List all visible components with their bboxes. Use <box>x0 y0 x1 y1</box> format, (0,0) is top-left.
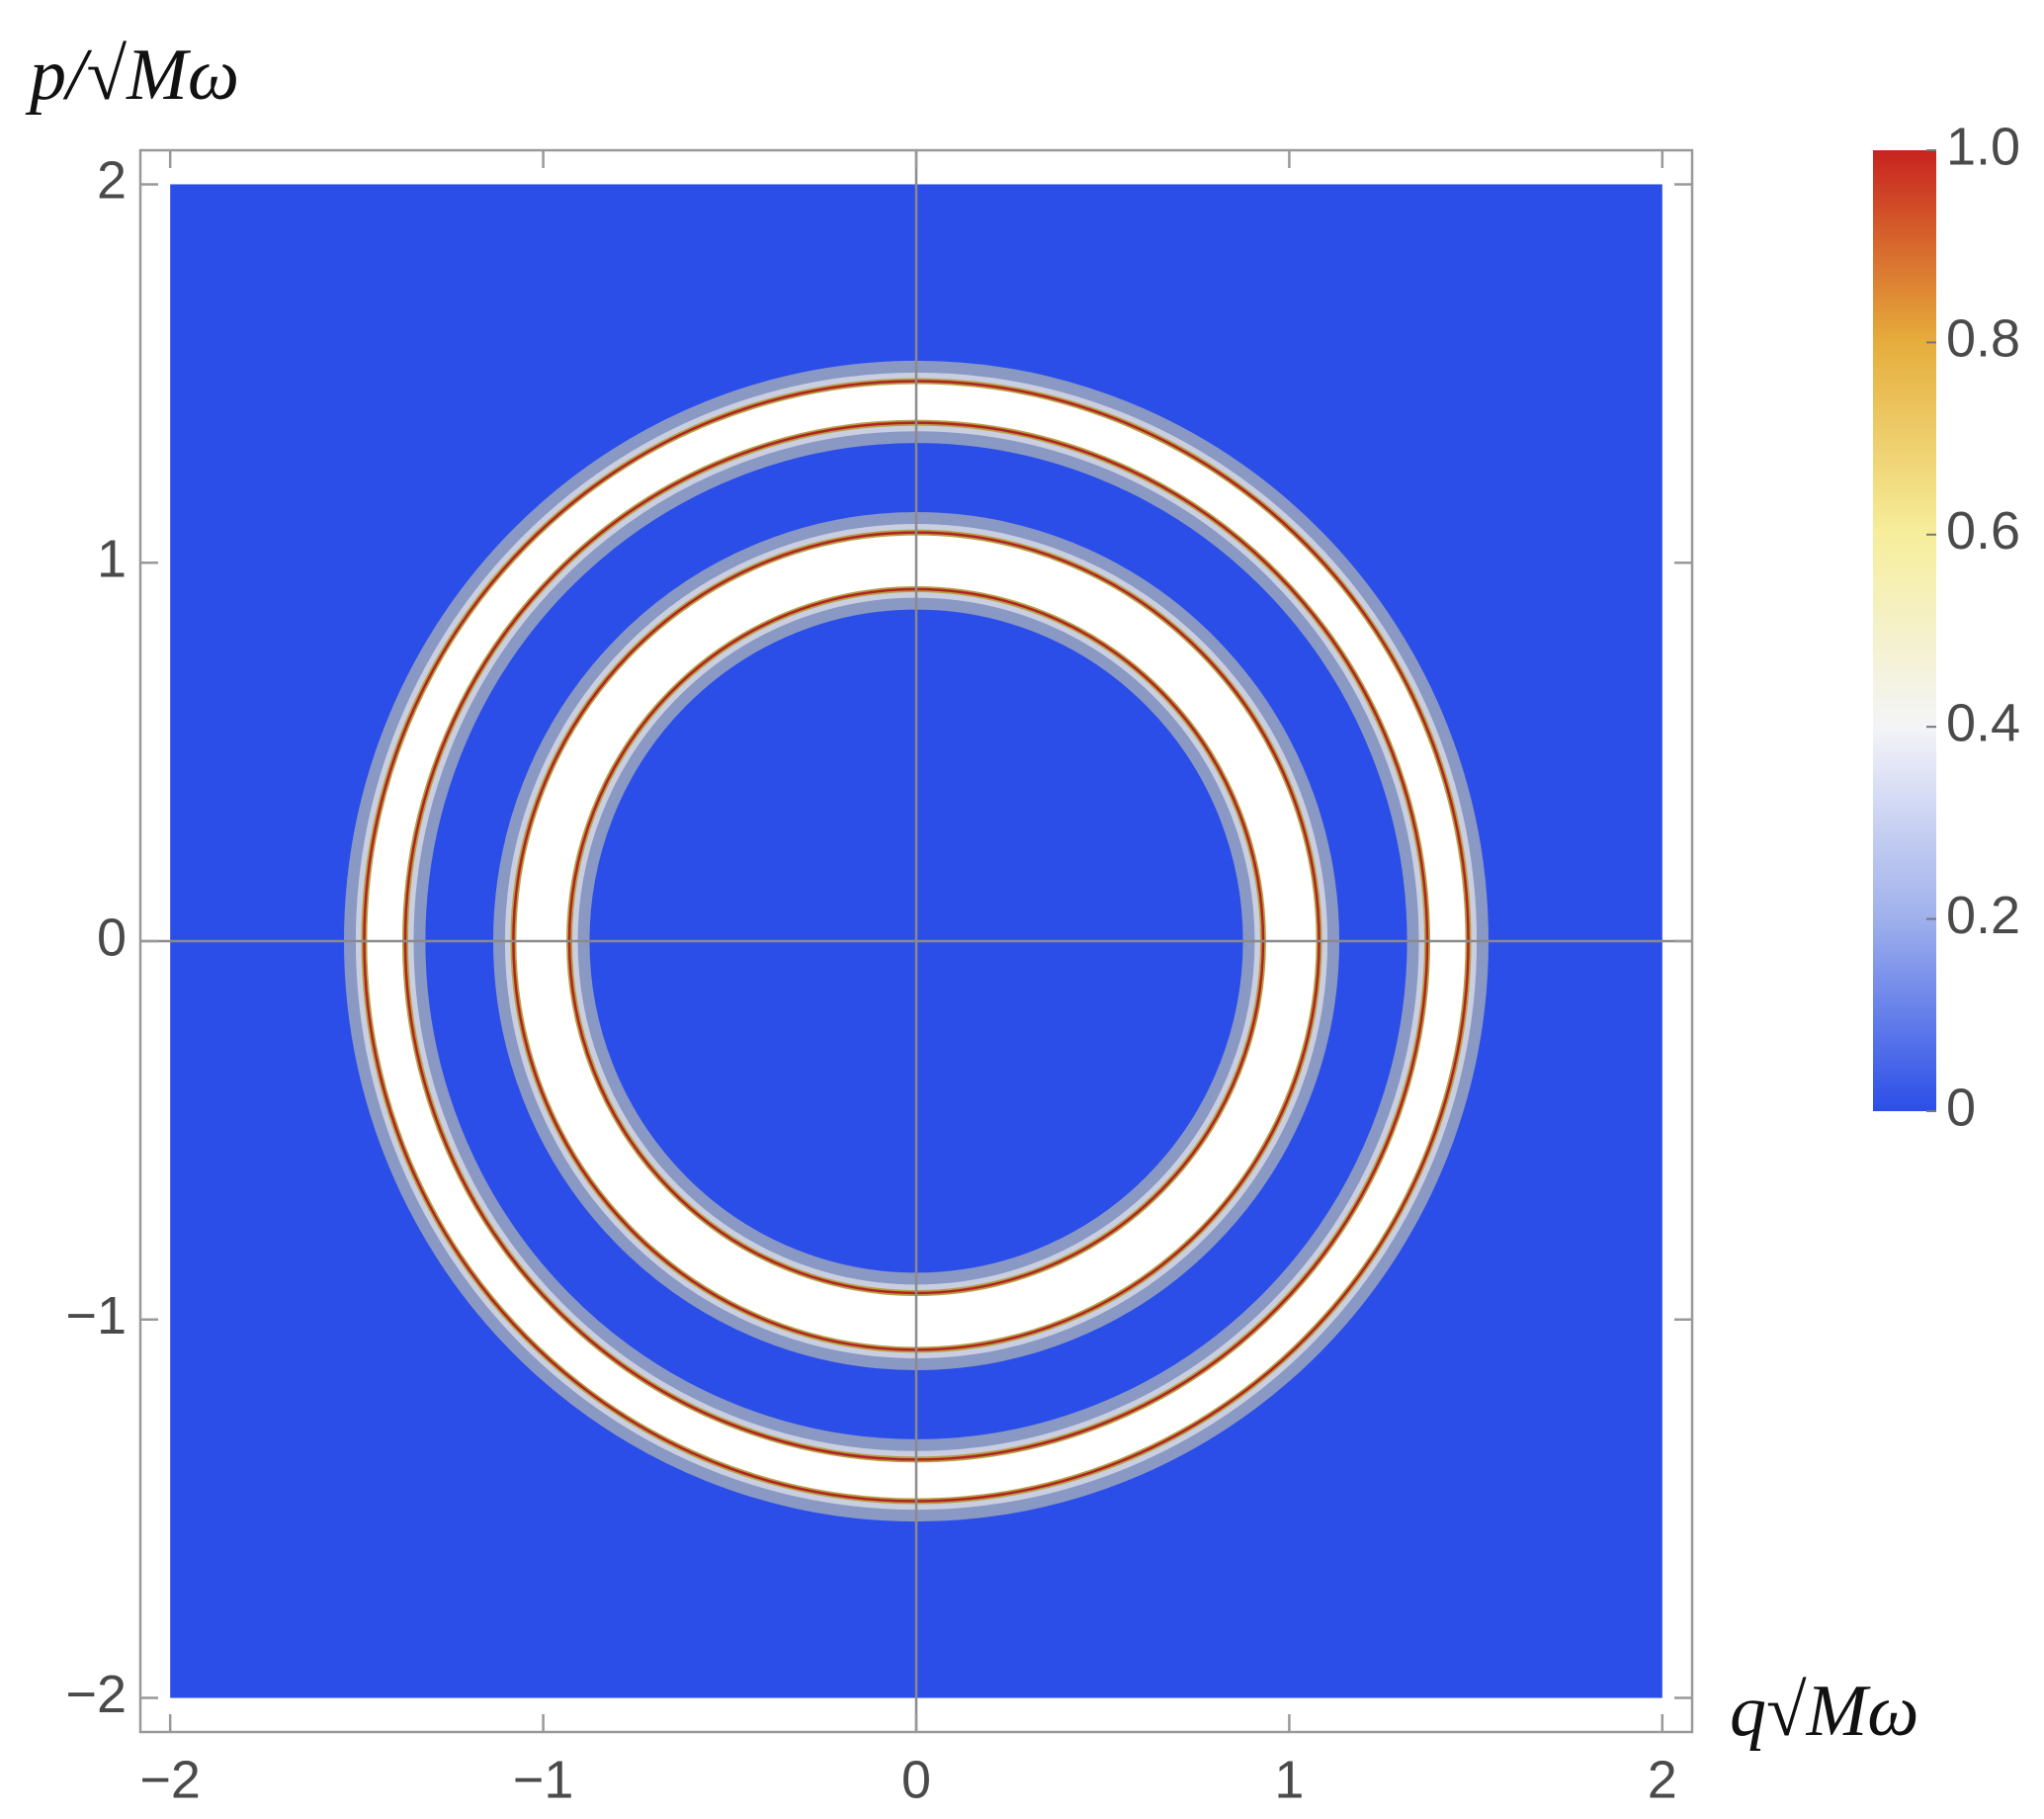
colorbar <box>1873 150 1936 1111</box>
colorbar-tick-label: 0.8 <box>1946 309 2020 369</box>
y-tick-label: 2 <box>97 151 127 211</box>
colorbar-tick-label: 0 <box>1946 1078 1976 1137</box>
y-tick-label: −1 <box>65 1286 127 1345</box>
x-tick-label: −1 <box>513 1750 574 1809</box>
x-tick-label: 2 <box>1648 1750 1677 1809</box>
colorbar-tick-label: 0.4 <box>1946 693 2020 752</box>
x-tick-label: 0 <box>901 1750 931 1809</box>
y-tick-label: 0 <box>97 908 127 967</box>
x-tick-label: −2 <box>139 1750 201 1809</box>
colorbar-tick-label: 0.2 <box>1946 886 2020 945</box>
colorbar-tick-label: 1.0 <box>1946 117 2020 176</box>
x-tick-label: 1 <box>1274 1750 1304 1809</box>
colorbar-tick-label: 0.6 <box>1946 501 2020 561</box>
x-axis-label: q√Mω <box>1730 1671 1919 1752</box>
y-axis-label: p/√Mω <box>25 35 239 116</box>
y-tick-label: −2 <box>65 1665 127 1724</box>
y-tick-label: 1 <box>97 529 127 588</box>
